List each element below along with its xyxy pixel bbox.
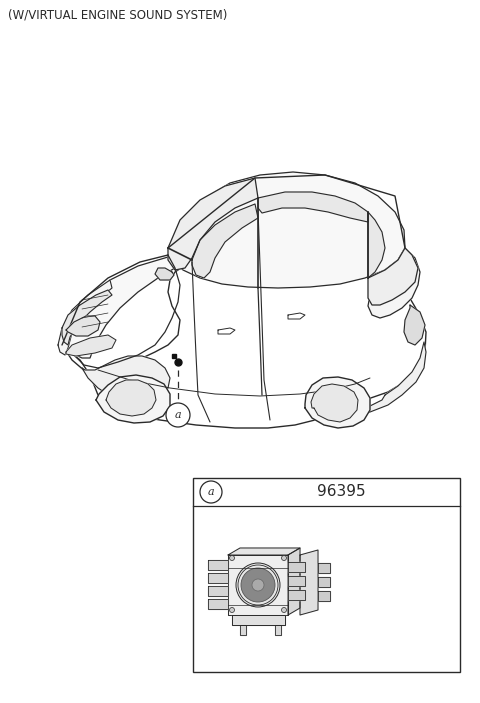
Polygon shape [368,248,418,305]
Polygon shape [288,590,305,600]
Circle shape [229,607,235,612]
Circle shape [241,568,275,602]
Polygon shape [228,555,288,615]
Polygon shape [96,375,170,423]
Polygon shape [208,586,228,596]
Polygon shape [82,356,170,402]
Circle shape [236,563,280,607]
Polygon shape [208,599,228,609]
Polygon shape [208,560,228,570]
Text: a: a [175,410,181,420]
Polygon shape [62,257,175,358]
Polygon shape [340,342,426,418]
Bar [193,478,460,672]
Circle shape [281,607,287,612]
Polygon shape [311,384,358,422]
Polygon shape [300,550,318,615]
Circle shape [166,403,190,427]
Polygon shape [305,377,370,428]
Polygon shape [168,172,405,288]
Polygon shape [258,192,368,222]
Polygon shape [232,615,285,625]
Circle shape [281,555,287,560]
Circle shape [252,579,264,591]
Polygon shape [368,212,385,278]
Text: a: a [208,487,214,497]
Polygon shape [62,245,426,428]
Circle shape [200,481,222,503]
Polygon shape [228,548,300,555]
Polygon shape [368,248,420,318]
Polygon shape [275,625,281,635]
Polygon shape [155,268,174,280]
Text: (W/VIRTUAL ENGINE SOUND SYSTEM): (W/VIRTUAL ENGINE SOUND SYSTEM) [8,8,228,21]
Polygon shape [58,280,112,355]
Polygon shape [66,316,100,336]
Polygon shape [404,305,425,345]
Polygon shape [288,548,300,615]
Polygon shape [62,242,428,412]
Polygon shape [288,562,305,572]
Polygon shape [240,625,246,635]
Polygon shape [288,576,305,586]
Polygon shape [66,335,116,356]
Polygon shape [318,591,330,601]
Polygon shape [208,573,228,583]
Polygon shape [106,380,156,416]
Text: 96395: 96395 [317,484,366,500]
Polygon shape [318,577,330,587]
Polygon shape [192,204,258,278]
Polygon shape [62,290,112,345]
Circle shape [229,555,235,560]
Polygon shape [318,563,330,573]
Polygon shape [168,178,258,270]
